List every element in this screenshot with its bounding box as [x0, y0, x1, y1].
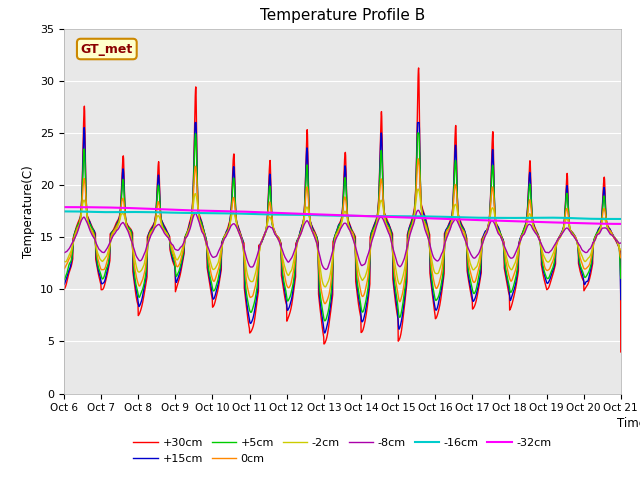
+30cm	[216, 279, 223, 285]
0cm	[371, 226, 379, 231]
-2cm	[371, 227, 379, 233]
-32cm	[371, 214, 378, 219]
-16cm	[216, 210, 223, 216]
-2cm	[584, 256, 591, 262]
Line: +15cm: +15cm	[64, 122, 621, 333]
+5cm	[371, 224, 379, 229]
+5cm	[505, 280, 513, 286]
-16cm	[583, 216, 591, 222]
-32cm	[568, 220, 575, 226]
+15cm	[216, 275, 223, 280]
-2cm	[60, 258, 68, 264]
+30cm	[584, 283, 591, 288]
+5cm	[216, 270, 223, 276]
+5cm	[568, 229, 576, 235]
-8cm	[505, 253, 513, 259]
0cm	[60, 266, 68, 272]
+15cm	[584, 278, 591, 284]
-32cm	[504, 218, 512, 224]
-2cm	[414, 186, 422, 192]
-32cm	[216, 208, 223, 214]
Text: GT_met: GT_met	[81, 43, 133, 56]
+15cm	[371, 220, 379, 226]
0cm	[617, 255, 625, 261]
-8cm	[216, 247, 223, 252]
+15cm	[191, 120, 199, 125]
+5cm	[584, 271, 591, 277]
-16cm	[371, 213, 378, 219]
-2cm	[359, 277, 367, 283]
Title: Temperature Profile B: Temperature Profile B	[260, 9, 425, 24]
-32cm	[60, 204, 68, 210]
+15cm	[60, 282, 68, 288]
+15cm	[568, 230, 576, 236]
-16cm	[617, 216, 625, 222]
-8cm	[60, 250, 68, 256]
-32cm	[358, 213, 366, 219]
-32cm	[617, 221, 625, 227]
-32cm	[583, 220, 591, 226]
+5cm	[321, 318, 328, 324]
+15cm	[505, 284, 513, 289]
+30cm	[415, 65, 422, 71]
+15cm	[321, 330, 328, 336]
-8cm	[322, 266, 330, 272]
-8cm	[584, 249, 591, 255]
+15cm	[359, 318, 367, 324]
-8cm	[414, 207, 422, 213]
Line: -32cm: -32cm	[64, 207, 621, 224]
Line: -8cm: -8cm	[64, 210, 621, 269]
+30cm	[504, 288, 512, 294]
0cm	[321, 301, 329, 307]
0cm	[584, 264, 591, 270]
-2cm	[321, 284, 329, 290]
-16cm	[60, 208, 68, 214]
-16cm	[568, 215, 575, 221]
-16cm	[358, 213, 366, 219]
0cm	[568, 232, 576, 238]
-8cm	[359, 263, 367, 268]
+30cm	[568, 228, 575, 234]
-2cm	[568, 230, 576, 236]
+5cm	[359, 309, 367, 315]
X-axis label: Time: Time	[618, 417, 640, 430]
0cm	[359, 294, 367, 300]
-8cm	[617, 240, 625, 246]
-8cm	[568, 232, 576, 238]
+15cm	[617, 297, 625, 302]
+5cm	[60, 277, 68, 283]
-16cm	[504, 215, 512, 221]
Y-axis label: Temperature(C): Temperature(C)	[22, 165, 35, 258]
+30cm	[358, 328, 366, 334]
-8cm	[371, 229, 379, 235]
+30cm	[617, 349, 625, 355]
+30cm	[60, 287, 68, 292]
+5cm	[414, 130, 422, 136]
+30cm	[371, 221, 378, 227]
+5cm	[617, 276, 625, 281]
Line: +30cm: +30cm	[64, 68, 621, 352]
Line: -16cm: -16cm	[64, 211, 621, 219]
0cm	[216, 263, 223, 269]
-2cm	[216, 255, 223, 261]
Legend: +30cm, +15cm, +5cm, 0cm, -2cm, -8cm, -16cm, -32cm: +30cm, +15cm, +5cm, 0cm, -2cm, -8cm, -16…	[129, 433, 556, 468]
-2cm	[617, 247, 625, 253]
Line: 0cm: 0cm	[64, 159, 621, 304]
Line: -2cm: -2cm	[64, 189, 621, 287]
0cm	[505, 272, 513, 277]
0cm	[415, 156, 422, 162]
Line: +5cm: +5cm	[64, 133, 621, 321]
-2cm	[505, 263, 513, 268]
